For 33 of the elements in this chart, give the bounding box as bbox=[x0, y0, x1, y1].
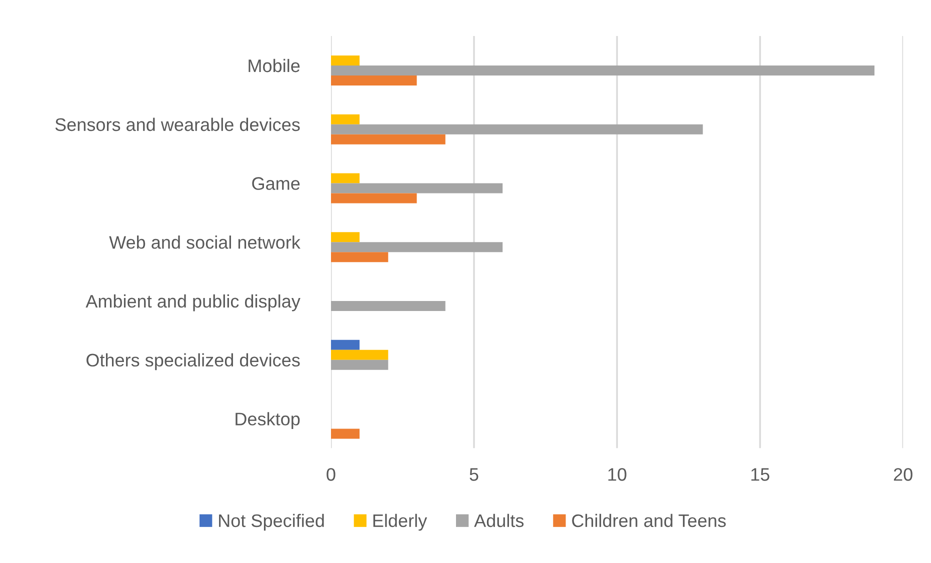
legend-label: Elderly bbox=[373, 514, 428, 531]
x-tick-label: 15 bbox=[751, 468, 770, 481]
bar bbox=[330, 300, 446, 311]
bar bbox=[330, 173, 360, 184]
bar bbox=[330, 183, 503, 194]
bar bbox=[330, 193, 417, 204]
y-tick-label: Web and social network bbox=[109, 236, 300, 249]
bar bbox=[330, 360, 388, 370]
bar bbox=[330, 252, 388, 262]
y-tick-label: Sensors and wearable devices bbox=[55, 118, 300, 132]
x-tick-label: 10 bbox=[608, 468, 626, 481]
legend-label: Children and Teens bbox=[572, 514, 726, 528]
x-tick-label: 5 bbox=[470, 468, 478, 481]
bar bbox=[330, 114, 360, 124]
y-tick-label: Ambient and public display bbox=[86, 294, 300, 312]
y-tick-label: Others specialized devices bbox=[86, 353, 300, 370]
bar bbox=[330, 55, 360, 66]
x-tick-label: 20 bbox=[894, 468, 912, 481]
x-tick-label: 0 bbox=[326, 468, 336, 481]
legend-label: Not Specified bbox=[219, 514, 324, 531]
legend-label: Adults bbox=[474, 514, 524, 528]
y-tick-label: Game bbox=[252, 177, 300, 190]
bar bbox=[330, 428, 360, 439]
bar bbox=[330, 242, 503, 252]
bar bbox=[330, 134, 446, 144]
bar bbox=[330, 350, 388, 360]
bar bbox=[330, 124, 703, 134]
bar bbox=[330, 75, 417, 86]
bar bbox=[330, 232, 360, 242]
bar bbox=[330, 65, 874, 76]
y-tick-label: Mobile bbox=[248, 58, 300, 72]
y-tick-label: Desktop bbox=[236, 412, 300, 429]
bar bbox=[330, 340, 360, 350]
